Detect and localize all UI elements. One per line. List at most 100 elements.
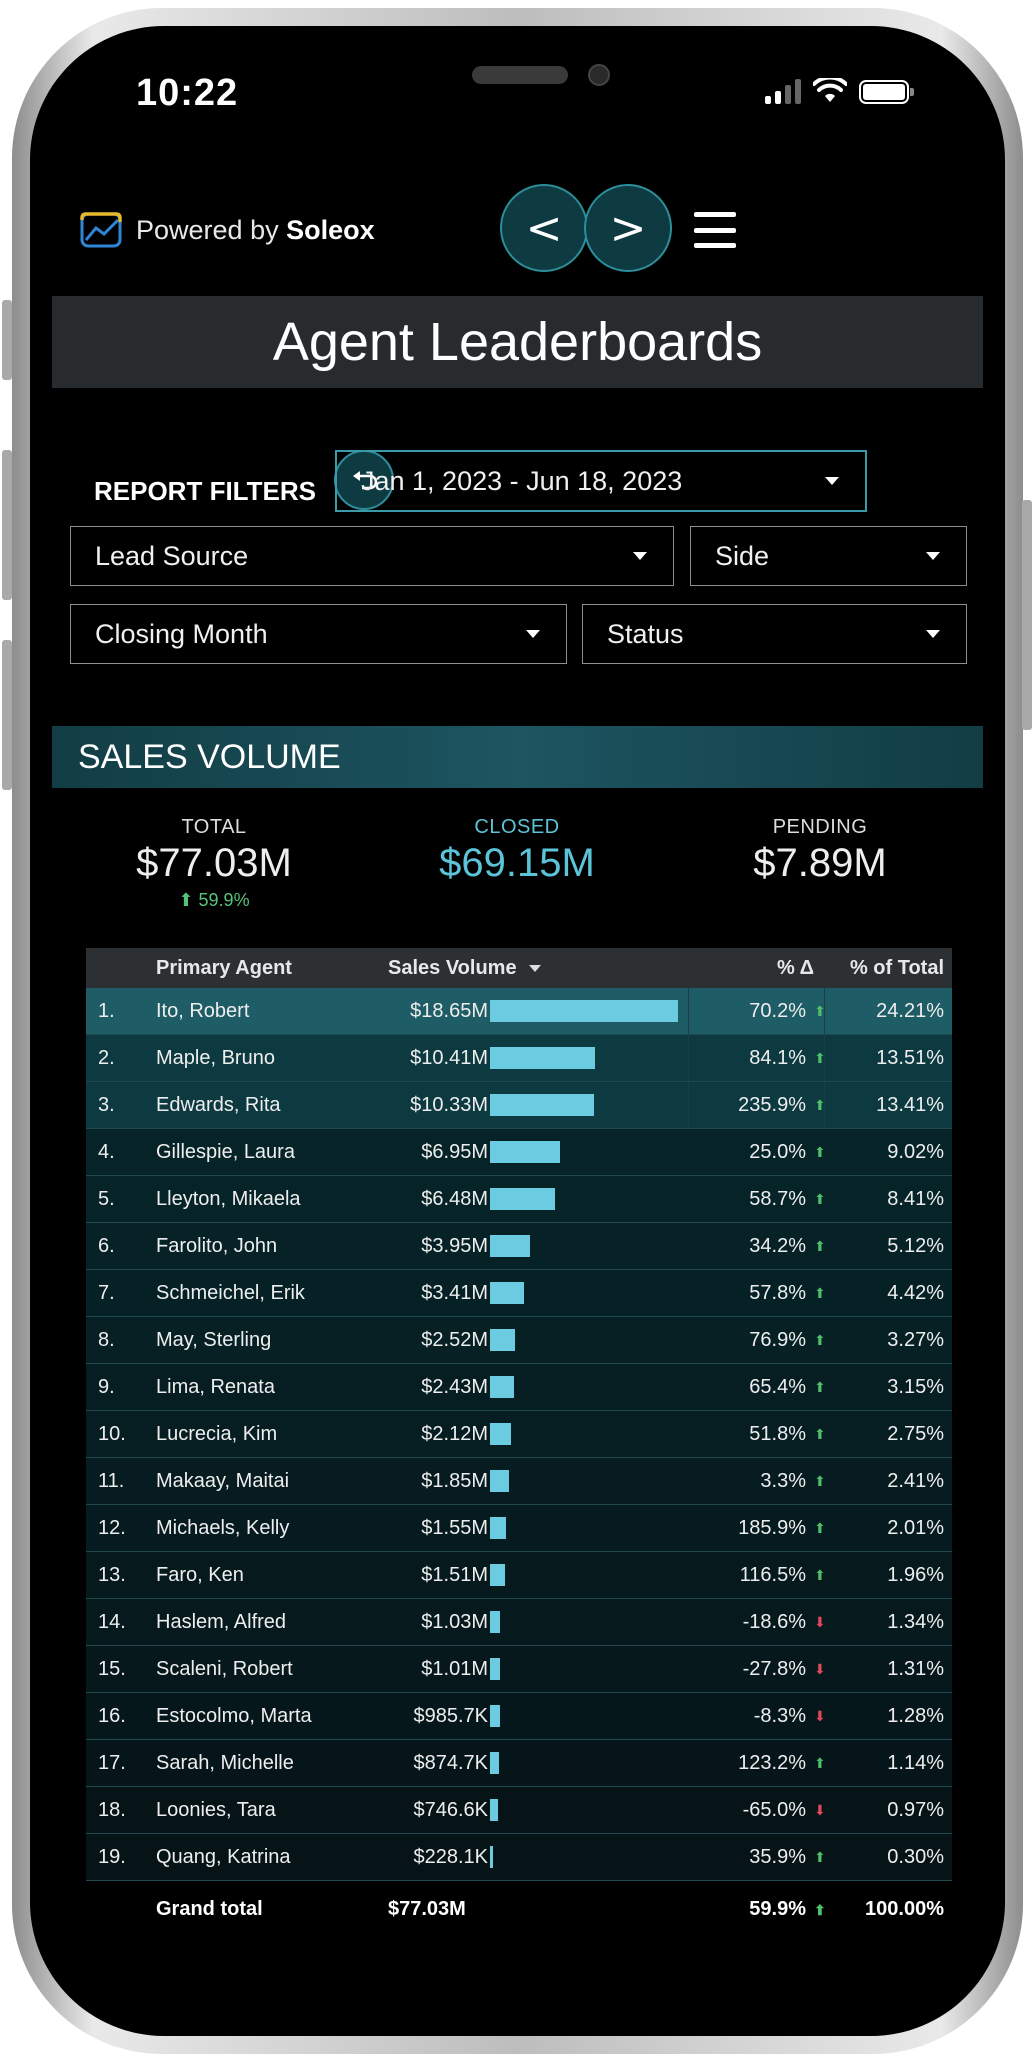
row-agent-name: Farolito, John [156,1234,278,1257]
header-pct-change[interactable]: % Δ [777,956,814,979]
row-sales-volume: $1.85M [421,1469,488,1492]
side-value: Side [715,540,770,571]
table-row[interactable]: 7. Schmeichel, Erik $3.41M 57.8% ⬆ 4.42% [86,1270,952,1317]
hamburger-menu-icon[interactable] [694,212,736,248]
date-range-dropdown[interactable]: Jan 1, 2023 - Jun 18, 2023 [335,450,867,512]
row-agent-name: Lima, Renata [156,1375,275,1398]
table-row[interactable]: 5. Lleyton, Mikaela $6.48M 58.7% ⬆ 8.41% [86,1176,952,1223]
table-row[interactable]: 17. Sarah, Michelle $874.7K 123.2% ⬆ 1.14% [86,1740,952,1787]
column-divider [824,1035,825,1081]
kpi-total-label: TOTAL [181,816,247,838]
row-pct-total: 1.31% [887,1657,944,1680]
row-volume-bar [490,1564,505,1586]
row-pct-total: 0.97% [887,1798,944,1821]
mute-switch [2,300,12,380]
row-pct-total: 9.02% [887,1140,944,1163]
chevron-down-icon [926,630,940,638]
table-row[interactable]: 4. Gillespie, Laura $6.95M 25.0% ⬆ 9.02% [86,1129,952,1176]
signal-icon [765,78,801,104]
row-volume-bar [490,1611,500,1633]
prev-page-button[interactable]: < [500,184,588,272]
table-row[interactable]: 16. Estocolmo, Marta $985.7K -8.3% ⬇ 1.28% [86,1693,952,1740]
row-volume-bar [490,1423,511,1445]
row-pct-total: 1.28% [887,1704,944,1727]
up-arrow-icon: ⬆ [814,1755,826,1771]
table-row[interactable]: 1. Ito, Robert $18.65M 70.2% ⬆ 24.21% [86,988,952,1035]
row-pct-change: -27.8% [742,1657,806,1680]
row-pct-change: -18.6% [742,1610,806,1633]
header-primary-agent[interactable]: Primary Agent [156,956,292,979]
closing-month-value: Closing Month [95,618,268,649]
kpi-pending: PENDING $7.89M [700,816,940,886]
row-pct-change: 57.8% [749,1281,806,1304]
up-arrow-icon: ⬆ [178,890,194,910]
table-row[interactable]: 3. Edwards, Rita $10.33M 235.9% ⬆ 13.41% [86,1082,952,1129]
table-row[interactable]: 15. Scaleni, Robert $1.01M -27.8% ⬇ 1.31% [86,1646,952,1693]
row-sales-volume: $2.12M [421,1422,488,1445]
leaderboard-table: Primary Agent Sales Volume % Δ % of Tota… [86,948,952,1937]
header-pct-total[interactable]: % of Total [849,956,944,979]
row-rank: 7. [98,1281,115,1304]
table-row[interactable]: 18. Loonies, Tara $746.6K -65.0% ⬇ 0.97% [86,1787,952,1834]
row-pct-total: 3.27% [887,1328,944,1351]
volume-up-button [2,450,12,600]
status-value: Status [607,618,684,649]
table-row[interactable]: 10. Lucrecia, Kim $2.12M 51.8% ⬆ 2.75% [86,1411,952,1458]
row-agent-name: Sarah, Michelle [156,1751,294,1774]
row-rank: 14. [98,1610,126,1633]
header-sales-volume[interactable]: Sales Volume [388,957,541,980]
up-arrow-icon: ⬆ [814,1238,826,1254]
table-row[interactable]: 8. May, Sterling $2.52M 76.9% ⬆ 3.27% [86,1317,952,1364]
table-row[interactable]: 11. Makaay, Maitai $1.85M 3.3% ⬆ 2.41% [86,1458,952,1505]
closing-month-dropdown[interactable]: Closing Month [70,604,567,664]
row-volume-bar [490,1517,506,1539]
row-volume-bar [490,1188,555,1210]
row-pct-total: 1.14% [887,1751,944,1774]
row-rank: 9. [98,1375,115,1398]
table-row[interactable]: 2. Maple, Bruno $10.41M 84.1% ⬆ 13.51% [86,1035,952,1082]
row-volume-bar [490,1141,560,1163]
logo-brand: Soleox [286,214,375,245]
row-sales-volume: $1.03M [421,1610,488,1633]
status-dropdown[interactable]: Status [582,604,967,664]
row-pct-change: 235.9% [738,1093,806,1116]
row-rank: 8. [98,1328,115,1351]
soleox-logo-icon [80,212,122,248]
row-rank: 17. [98,1751,126,1774]
row-rank: 18. [98,1798,126,1821]
page-title: Agent Leaderboards [52,296,983,388]
column-divider [824,1082,825,1128]
row-volume-bar [490,1000,678,1022]
row-agent-name: Scaleni, Robert [156,1657,293,1680]
row-agent-name: Haslem, Alfred [156,1610,287,1633]
up-arrow-icon: ⬆ [814,1144,826,1160]
side-dropdown[interactable]: Side [690,526,967,586]
table-row[interactable]: 13. Faro, Ken $1.51M 116.5% ⬆ 1.96% [86,1552,952,1599]
row-sales-volume: $6.48M [421,1187,488,1210]
kpi-total-change: ⬆ 59.9% [94,890,334,911]
lead-source-dropdown[interactable]: Lead Source [70,526,674,586]
table-header: Primary Agent Sales Volume % Δ % of Tota… [86,948,952,988]
row-pct-change: 76.9% [749,1328,806,1351]
screen: 10:22 Powered by Soleox < > Agent Leader… [30,26,1005,2036]
table-row[interactable]: 19. Quang, Katrina $228.1K 35.9% ⬆ 0.30% [86,1834,952,1881]
grand-total-label: Grand total [156,1897,263,1920]
kpi-total-change-value: 59.9% [198,890,250,910]
table-row[interactable]: 12. Michaels, Kelly $1.55M 185.9% ⬆ 2.01% [86,1505,952,1552]
row-sales-volume: $18.65M [410,999,488,1022]
up-arrow-icon: ⬆ [814,1379,826,1395]
row-pct-change: 51.8% [749,1422,806,1445]
next-page-button[interactable]: > [584,184,672,272]
row-agent-name: Lleyton, Mikaela [156,1187,301,1210]
row-pct-total: 2.41% [887,1469,944,1492]
row-pct-change: 58.7% [749,1187,806,1210]
kpi-closed-label: CLOSED [474,816,560,838]
battery-icon [859,80,914,104]
table-row[interactable]: 6. Farolito, John $3.95M 34.2% ⬆ 5.12% [86,1223,952,1270]
row-volume-bar [490,1094,594,1116]
table-row[interactable]: 14. Haslem, Alfred $1.03M -18.6% ⬇ 1.34% [86,1599,952,1646]
row-volume-bar [490,1235,530,1257]
chevron-down-icon [633,552,647,560]
table-row[interactable]: 9. Lima, Renata $2.43M 65.4% ⬆ 3.15% [86,1364,952,1411]
up-arrow-icon: ⬆ [814,1902,826,1918]
